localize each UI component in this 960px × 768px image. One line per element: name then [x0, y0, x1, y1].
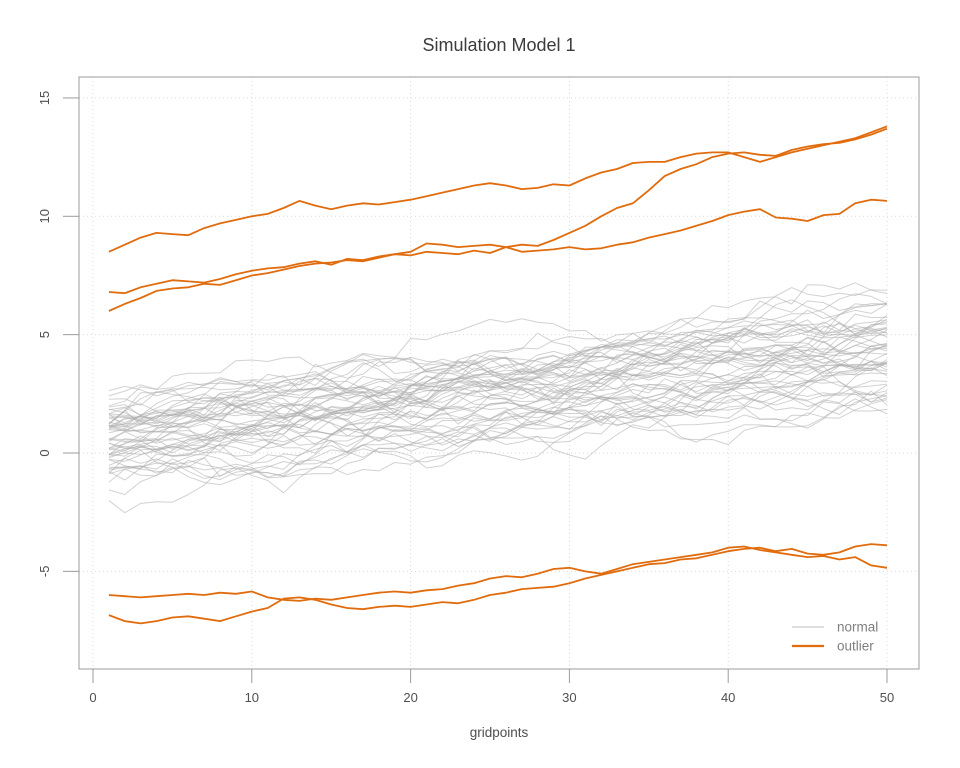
normal-line	[108, 282, 888, 417]
normal-line	[108, 299, 888, 431]
normal-line	[108, 313, 888, 424]
x-tick-label: 30	[562, 690, 576, 705]
normal-line	[108, 348, 888, 457]
plot-box-border	[78, 76, 920, 670]
x-tick-label: 0	[89, 690, 96, 705]
outlier-lower-2	[108, 543, 888, 625]
chart-title: Simulation Model 1	[422, 35, 575, 55]
normal-line	[108, 343, 888, 455]
normal-line	[108, 390, 888, 514]
normal-line	[108, 303, 888, 432]
x-axis: 0 10 20 30 40 50	[89, 669, 894, 705]
normal-line	[108, 389, 888, 478]
y-axis: -5 0 5 10 15	[37, 91, 79, 577]
normal-line	[108, 344, 888, 454]
y-tick-label: 15	[37, 91, 52, 105]
normal-line	[108, 303, 888, 406]
normal-line	[108, 319, 888, 428]
normal-line	[108, 328, 888, 430]
normal-line	[108, 358, 888, 462]
normal-line	[108, 366, 888, 470]
x-tick-label: 50	[880, 690, 894, 705]
normal-line	[108, 350, 888, 429]
y-tick-label: 10	[37, 209, 52, 223]
outlier-upper-3	[108, 198, 888, 312]
legend-normal-label: normal	[837, 620, 878, 635]
normal-line	[108, 362, 888, 425]
normal-line	[108, 319, 888, 424]
normal-line	[108, 300, 888, 397]
x-tick-label: 20	[403, 690, 417, 705]
normal-line	[108, 302, 888, 428]
normal-line	[108, 367, 888, 464]
outlier-upper-1	[108, 125, 888, 253]
normal-line	[108, 346, 888, 448]
normal-line	[108, 386, 888, 486]
legend-outlier-label: outlier	[837, 639, 874, 654]
normal-line	[108, 345, 888, 466]
outlier-curves	[108, 125, 888, 625]
x-tick-label: 10	[245, 690, 259, 705]
normal-line	[108, 336, 888, 426]
y-tick-label: 0	[37, 449, 52, 456]
x-tick-label: 40	[721, 690, 735, 705]
legend: normal outlier	[792, 620, 878, 654]
y-tick-label: 5	[37, 331, 52, 338]
normal-curves	[108, 282, 888, 514]
normal-line	[108, 287, 888, 397]
normal-line	[108, 401, 888, 495]
normal-line	[108, 373, 888, 449]
outlier-upper-2	[108, 127, 888, 295]
normal-line	[108, 399, 888, 476]
y-tick-label: -5	[37, 566, 52, 578]
outlier-lower-1	[108, 545, 888, 602]
normal-line	[108, 363, 888, 456]
x-axis-label: gridpoints	[470, 725, 529, 740]
normal-line	[108, 331, 888, 470]
normal-line	[108, 329, 888, 444]
normal-line	[108, 319, 888, 432]
